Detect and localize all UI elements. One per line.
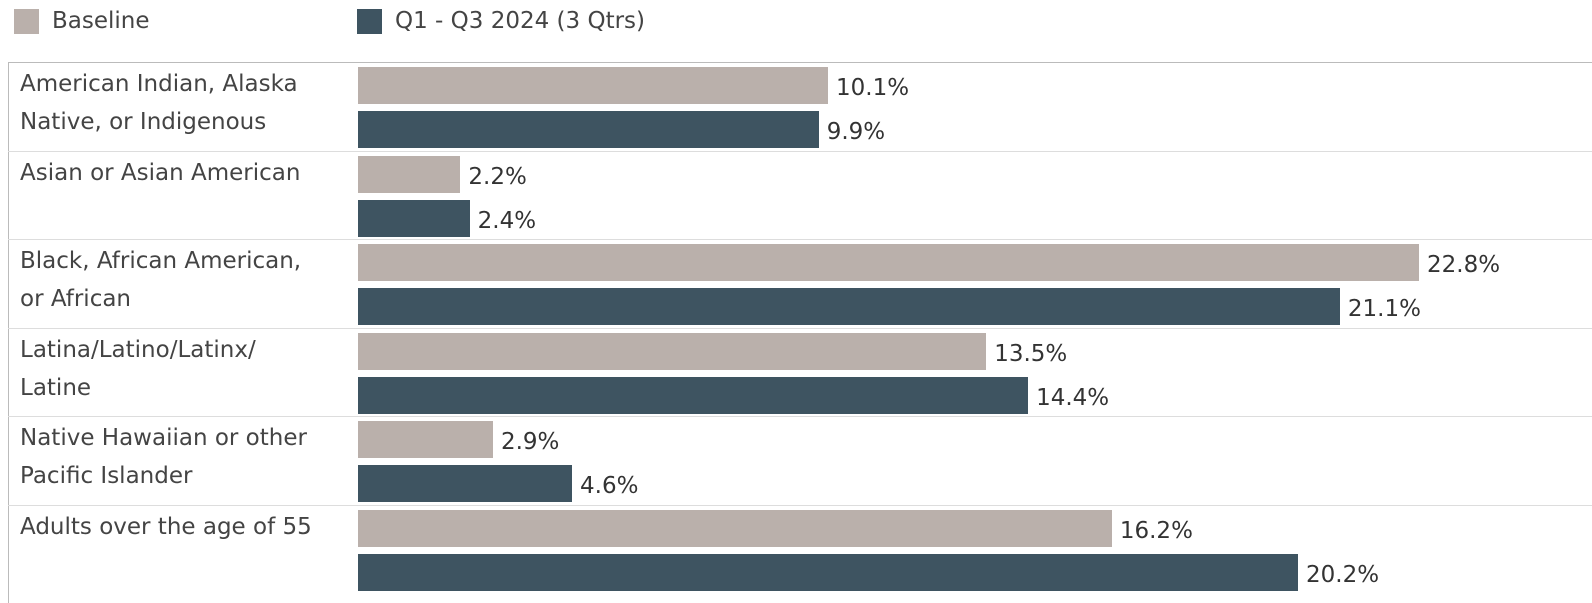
row-divider [8,150,1592,152]
value-label: 10.1% [836,75,910,101]
value-label: 14.4% [1036,384,1110,411]
value-label: 2.9% [500,429,560,456]
legend-swatch [357,9,382,34]
value-label: 2.2% [468,163,527,190]
value-label: 9.9% [826,119,886,145]
value-label: 22.8% [1427,252,1501,279]
bar [358,510,1112,547]
category-label: Native Hawaiian or other Pacific Islande… [20,425,307,490]
row-divider [8,416,1592,418]
frame-left [8,62,9,603]
value-label: 2.4% [477,207,537,234]
category-label: Asian or Asian American [20,159,301,186]
row-divider [8,239,1592,241]
bar [358,111,819,148]
bar [358,332,987,370]
bar [358,155,461,193]
category-label: Adults over the age of 55 [20,514,312,540]
bar [358,421,493,459]
bar [358,554,1298,591]
bar [358,67,828,104]
row-divider [8,327,1592,329]
category-label: Black, African American, or African [20,248,302,313]
legend-swatch [14,9,39,34]
category-label: American Indian, Alaska Native, or Indig… [20,71,298,135]
legend-label: Q1 - Q3 2024 (3 Qtrs) [395,8,646,34]
legend-label: Baseline [52,8,150,34]
bar [358,288,1340,326]
bar [358,465,573,503]
value-label: 21.1% [1347,296,1421,323]
bar [358,199,470,237]
value-label: 16.2% [1119,518,1193,544]
bar [358,244,1419,282]
frame-top [8,62,1592,63]
category-label: Latina/Latino/Latinx/ Latine [20,336,256,401]
value-label: 13.5% [994,340,1068,367]
bar [358,376,1029,414]
value-label: 4.6% [580,473,639,500]
row-divider [8,505,1592,506]
value-label: 20.2% [1306,562,1380,588]
